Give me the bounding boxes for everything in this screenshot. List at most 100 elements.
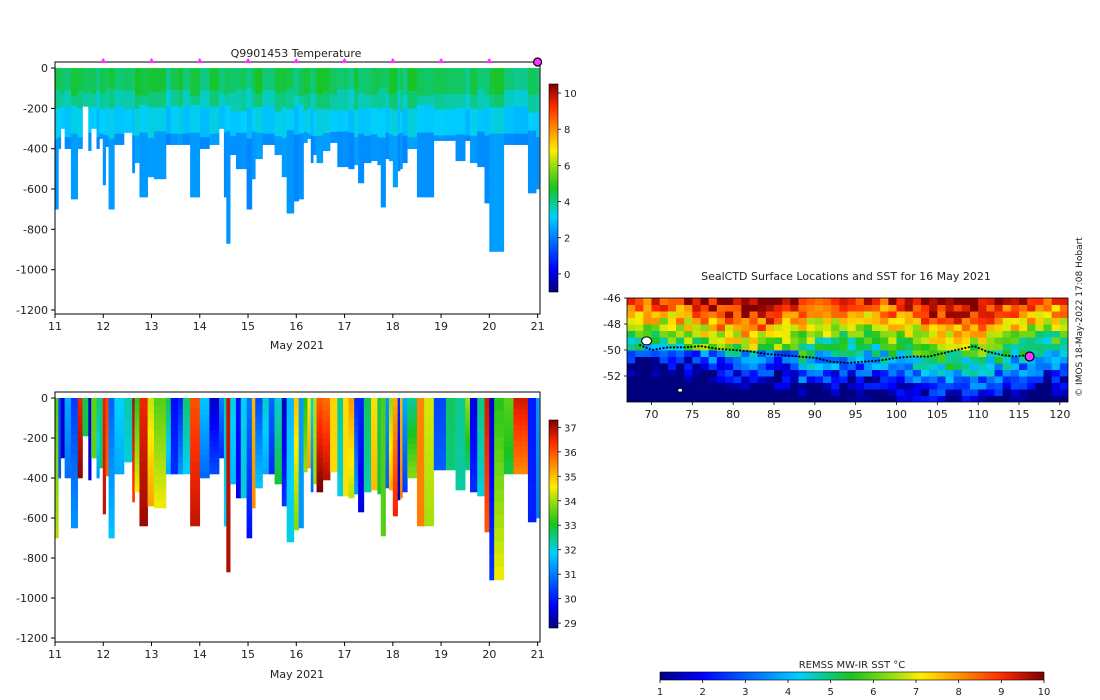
profile-cell <box>348 89 355 98</box>
temperature-y-ticks: 0-200-400-600-800-1000-1200 <box>16 62 55 317</box>
profile-cell <box>165 419 172 426</box>
profile-cell <box>190 150 201 161</box>
profile-cell <box>484 484 490 495</box>
profile-cell <box>313 123 317 131</box>
profile-cell <box>536 119 540 129</box>
sst-cell <box>863 382 873 390</box>
sst-cell <box>1010 317 1020 325</box>
profile-cell <box>503 139 514 145</box>
profile-cell <box>96 443 100 450</box>
profile-cell <box>484 474 490 485</box>
profile-cell <box>489 424 495 438</box>
profile-cell <box>397 412 401 421</box>
sst-cell <box>953 330 963 338</box>
profile-cell <box>298 114 304 125</box>
sst-cell <box>1027 363 1036 370</box>
profile-cell <box>307 133 312 139</box>
profile-cell <box>170 425 179 431</box>
profile-cell <box>484 445 490 456</box>
profile-cell <box>313 117 317 125</box>
profile-cell <box>139 452 148 463</box>
profile-cell <box>371 463 378 471</box>
profile-cell <box>536 492 540 502</box>
profile-cell <box>494 489 505 503</box>
profile-cell <box>64 443 72 450</box>
profile-cell <box>286 408 295 419</box>
profile-cell <box>147 428 155 437</box>
profile-cell <box>445 398 456 404</box>
sst-cell <box>635 330 644 338</box>
profile-cell <box>246 488 253 499</box>
profile-cell <box>470 135 478 143</box>
profile-cell <box>99 453 104 459</box>
sst-cell <box>863 389 873 396</box>
profile-cell <box>190 498 201 509</box>
profile-cell <box>108 118 115 129</box>
profile-cell <box>330 84 338 90</box>
profile-cell <box>307 78 312 84</box>
sst-cell <box>831 356 840 364</box>
sst-cell <box>994 343 1004 351</box>
profile-cell <box>513 73 529 80</box>
profile-cell <box>470 101 478 109</box>
profile-cell <box>343 419 349 427</box>
profile-cell <box>337 475 344 483</box>
profile-cell <box>96 96 100 103</box>
profile-cell <box>385 145 390 153</box>
profile-cell <box>251 115 256 124</box>
profile-cell <box>397 478 401 486</box>
profile-cell <box>293 492 300 503</box>
profile-cell <box>82 400 89 404</box>
sst-cell <box>896 389 906 396</box>
profile-cell <box>82 92 89 96</box>
profile-cell <box>433 454 447 461</box>
profile-cell <box>199 125 210 132</box>
sst-cell <box>1010 298 1020 305</box>
sst-cell <box>855 389 865 396</box>
sst-cell <box>627 389 636 396</box>
profile-cell <box>91 449 97 455</box>
sst-cell <box>978 369 987 377</box>
profile-cell <box>402 101 408 109</box>
profile-cell <box>77 79 83 86</box>
profile-cell <box>298 68 304 78</box>
sst-cell <box>978 350 987 357</box>
profile-cell <box>433 418 447 425</box>
sst-cell <box>627 317 636 325</box>
profile-cell <box>219 406 225 412</box>
sst-cell <box>953 317 963 325</box>
profile-cell <box>274 111 283 118</box>
profile-cell <box>246 128 253 139</box>
profile-cell <box>310 431 314 439</box>
sst-cell <box>774 330 783 338</box>
x-tick-label: 21 <box>531 648 545 661</box>
profile-cell <box>330 466 338 473</box>
profile-cell <box>313 398 317 405</box>
profile-cell <box>70 425 78 436</box>
sst-cell <box>774 350 783 357</box>
profile-cell <box>303 456 308 462</box>
profile-cell <box>55 189 59 200</box>
profile-cell <box>402 142 408 150</box>
profile-cell <box>70 398 78 408</box>
profile-cell <box>60 398 65 403</box>
sst-cell <box>847 324 857 331</box>
profile-cell <box>102 472 106 482</box>
sst-cell <box>1043 317 1053 325</box>
sst-cell <box>1059 376 1068 383</box>
sst-cell <box>1027 369 1036 377</box>
profile-cell <box>513 68 529 74</box>
sst-field <box>627 298 1068 402</box>
sst-cell <box>1035 350 1044 357</box>
sst-cell <box>912 350 922 357</box>
sst-cell <box>782 363 791 370</box>
profile-cell <box>465 464 471 471</box>
profile-cell <box>303 105 308 111</box>
profile-cell <box>494 411 505 425</box>
profile-cell <box>445 423 456 430</box>
profile-cell <box>354 439 359 447</box>
sst-cell <box>806 369 816 377</box>
sst-cell <box>872 369 881 377</box>
profile-cell <box>298 444 304 455</box>
profile-cell <box>70 124 78 134</box>
